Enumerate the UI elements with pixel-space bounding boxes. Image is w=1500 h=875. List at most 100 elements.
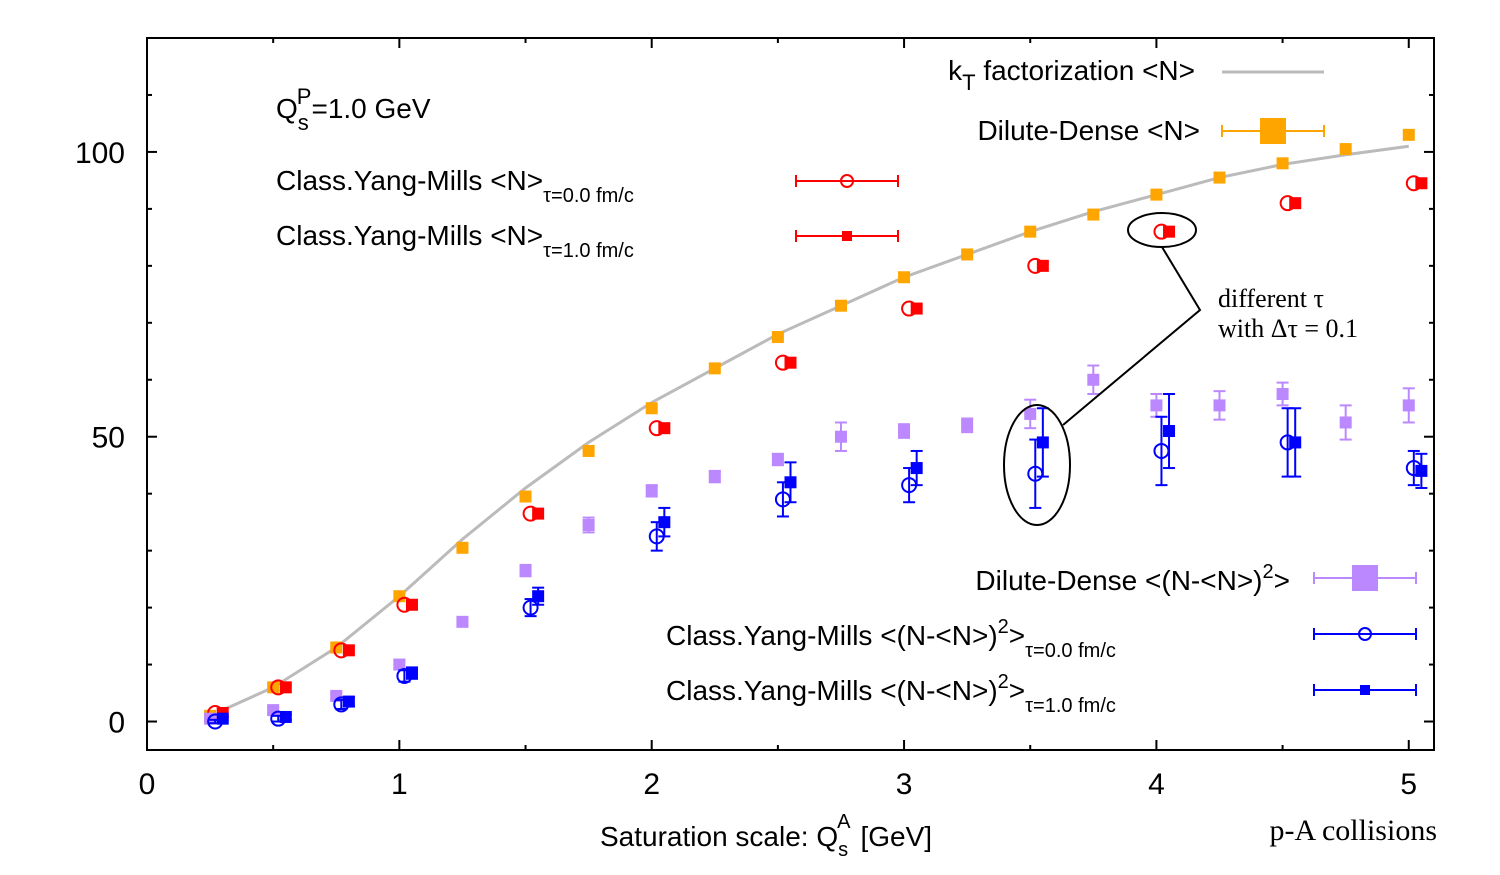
data-point	[267, 704, 280, 717]
data-point	[961, 419, 974, 432]
data-point	[1415, 464, 1428, 477]
data-point	[456, 615, 469, 628]
data-point	[834, 299, 847, 312]
series-4	[204, 364, 1415, 725]
legend-kt-label: kT factorization <N>	[948, 55, 1195, 95]
data-point	[342, 695, 355, 708]
data-point	[216, 712, 229, 725]
corner-label: p-A collisions	[1269, 814, 1437, 847]
x-tick-label: 0	[139, 768, 156, 801]
data-point	[1213, 171, 1226, 184]
data-point	[405, 667, 418, 680]
data-point	[582, 444, 595, 457]
param-label: QsP=1.0 GeV	[276, 84, 431, 135]
data-point	[910, 462, 923, 475]
data-point	[1415, 177, 1428, 190]
data-point	[522, 599, 539, 616]
data-point	[1276, 157, 1289, 170]
legend-cym1-label: Class.Yang-Mills <N>τ=1.0 fm/c	[276, 220, 634, 262]
data-point	[532, 590, 545, 603]
data-point	[393, 590, 406, 603]
legend-bottom: Dilute-Dense <(N-<N>)2> Class.Yang-Mills…	[666, 561, 1417, 717]
data-point	[910, 302, 923, 315]
data-point	[405, 598, 418, 611]
data-point	[834, 430, 847, 443]
series-layer	[204, 128, 1428, 730]
annotation-line1: different τ	[1218, 284, 1324, 313]
data-point	[342, 644, 355, 657]
data-point	[1087, 373, 1100, 386]
data-point	[771, 331, 784, 344]
legend-ddv-label: Dilute-Dense <(N-<N>)2>	[975, 561, 1290, 596]
series-3	[216, 177, 1428, 719]
x-tick-label: 4	[1148, 768, 1165, 801]
series-line	[222, 144, 1409, 712]
data-point	[708, 362, 721, 375]
data-point	[279, 710, 292, 723]
legend-cymv1-label: Class.Yang-Mills <(N-<N>)2>τ=1.0 fm/c	[666, 671, 1116, 717]
data-point	[393, 658, 406, 671]
annotation-ellipse-bottom	[1003, 404, 1071, 526]
data-point	[279, 681, 292, 694]
data-point	[1087, 208, 1100, 221]
data-point	[1036, 259, 1049, 272]
data-point	[658, 516, 671, 529]
data-point	[1150, 399, 1163, 412]
legend-cymv0-label: Class.Yang-Mills <(N-<N>)2>τ=0.0 fm/c	[666, 616, 1116, 662]
data-point	[532, 507, 545, 520]
data-point	[456, 541, 469, 554]
data-point	[1339, 143, 1352, 156]
x-axis-label: Saturation scale: QsA [GeV]	[600, 811, 932, 861]
data-point	[898, 271, 911, 284]
legend-top: kT factorization <N> Dilute-Dense <N> Cl…	[276, 55, 1325, 262]
x-tick-label: 1	[391, 768, 408, 801]
data-point	[1163, 225, 1176, 238]
data-point	[1289, 436, 1302, 449]
data-point	[1339, 416, 1352, 429]
data-point	[1024, 407, 1037, 420]
data-point	[1402, 128, 1415, 141]
legend-cym0-label: Class.Yang-Mills <N>τ=0.0 fm/c	[276, 165, 634, 207]
y-tick-label: 100	[75, 137, 125, 170]
data-point	[898, 425, 911, 438]
data-point	[645, 484, 658, 497]
series-6	[216, 393, 1428, 725]
y-tick-label: 0	[108, 707, 125, 740]
data-point	[1213, 399, 1226, 412]
data-point	[1150, 188, 1163, 201]
data-point	[1024, 225, 1037, 238]
legend-dd-marker	[1260, 118, 1286, 144]
data-point	[1163, 425, 1176, 438]
annotation-pointer	[1062, 246, 1202, 426]
legend-dd-label: Dilute-Dense <N>	[977, 115, 1200, 146]
x-tick-label: 2	[643, 768, 660, 801]
data-point	[519, 490, 532, 503]
annotation-line2: with Δτ = 0.1	[1218, 314, 1358, 343]
data-point	[519, 564, 532, 577]
legend-cym1-marker	[842, 231, 852, 241]
data-point	[784, 476, 797, 489]
x-tick-label: 5	[1400, 768, 1417, 801]
data-point	[771, 453, 784, 466]
y-tick-label: 50	[92, 422, 125, 455]
data-point	[645, 402, 658, 415]
legend-cymv0-marker	[1358, 627, 1372, 641]
data-point	[1289, 197, 1302, 210]
data-point	[708, 470, 721, 483]
plot-frame	[146, 37, 1435, 751]
data-point	[658, 422, 671, 435]
data-point	[267, 681, 280, 694]
annotation: different τ with Δτ = 0.1	[1003, 212, 1358, 526]
series-0	[222, 144, 1409, 712]
data-point	[1276, 388, 1289, 400]
legend-cym0-marker	[840, 174, 854, 188]
legend-cymv1-marker	[1360, 685, 1370, 695]
data-point	[1402, 399, 1415, 412]
data-point	[582, 519, 595, 532]
legend-ddv-marker	[1352, 565, 1378, 591]
x-tick-label: 3	[896, 768, 913, 801]
data-point	[784, 356, 797, 369]
data-point	[1036, 436, 1049, 449]
